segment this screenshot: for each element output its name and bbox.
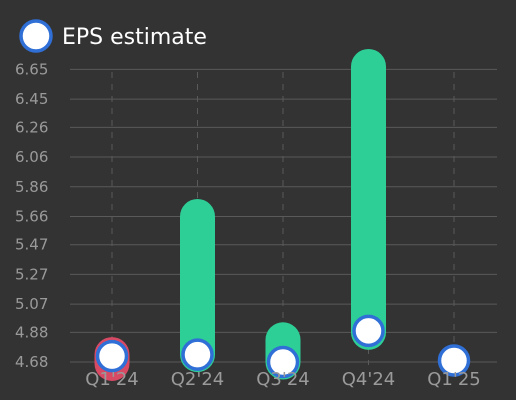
- markers-layer: [95, 314, 471, 379]
- legend-marker-icon: [19, 19, 53, 53]
- x-tick-label: Q1'24: [85, 369, 138, 390]
- y-tick-label: 4.88: [15, 323, 48, 341]
- y-tick-label: 5.27: [15, 265, 48, 283]
- range-bar: [180, 198, 215, 373]
- x-tick-label: Q4'24: [342, 369, 395, 390]
- y-tick-label: 5.86: [15, 178, 48, 196]
- eps-estimate-point: [266, 345, 300, 379]
- y-tick-label: 5.66: [15, 207, 48, 225]
- legend-label: EPS estimate: [62, 25, 207, 50]
- x-axis-labels: Q1'24 Q2'24 Q3'24 Q4'24 Q1'25: [85, 369, 480, 390]
- y-tick-label: 6.26: [15, 118, 48, 136]
- eps-estimate-point: [352, 314, 385, 348]
- y-tick-label: 6.06: [15, 148, 48, 166]
- range-bar: [351, 48, 386, 350]
- legend: EPS estimate: [19, 19, 207, 53]
- x-tick-label: Q1'25: [427, 369, 480, 390]
- y-tick-label: 6.65: [15, 60, 48, 78]
- y-tick-label: 6.45: [15, 90, 48, 108]
- y-tick-label: 5.07: [15, 295, 48, 313]
- eps-estimate-point: [437, 344, 471, 377]
- eps-estimate-point: [95, 339, 129, 373]
- x-tick-label: Q3'24: [256, 369, 309, 390]
- y-axis-labels: 4.68 4.88 5.07 5.27 5.47 5.66 5.86 6.06 6.26 6.45…: [15, 60, 48, 371]
- eps-estimate-point: [181, 338, 214, 371]
- x-tick-label: Q2'24: [171, 369, 224, 390]
- y-tick-label: 4.68: [15, 353, 48, 371]
- grid-layer: [70, 68, 497, 365]
- y-tick-label: 5.47: [15, 236, 48, 254]
